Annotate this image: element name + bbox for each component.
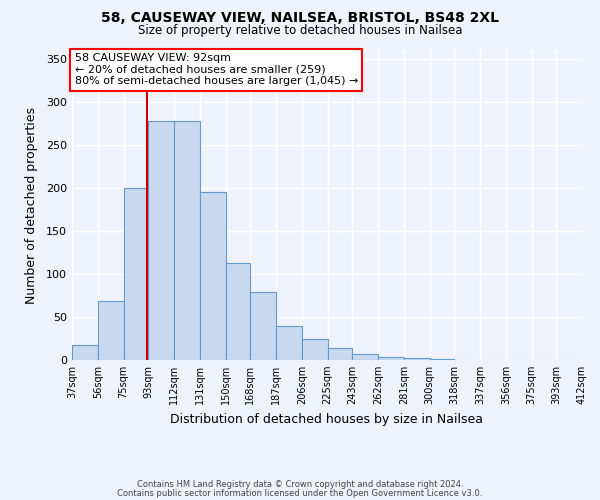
Y-axis label: Number of detached properties: Number of detached properties [25,106,38,304]
Bar [378,356,404,360]
Bar [98,302,124,360]
Bar [72,344,98,360]
Bar [250,292,276,360]
Bar [124,188,148,360]
Bar [148,120,174,360]
Text: Size of property relative to detached houses in Nailsea: Size of property relative to detached ho… [138,24,462,37]
Bar [200,192,226,360]
Bar [174,120,200,360]
Bar [404,358,430,360]
Bar [430,359,454,360]
Text: 58 CAUSEWAY VIEW: 92sqm
← 20% of detached houses are smaller (259)
80% of semi-d: 58 CAUSEWAY VIEW: 92sqm ← 20% of detache… [74,53,358,86]
Text: Contains HM Land Registry data © Crown copyright and database right 2024.: Contains HM Land Registry data © Crown c… [137,480,463,489]
Bar [302,340,328,360]
Bar [328,348,352,360]
Bar [276,326,302,360]
Bar [352,354,378,360]
X-axis label: Distribution of detached houses by size in Nailsea: Distribution of detached houses by size … [170,412,484,426]
Bar [226,262,250,360]
Text: 58, CAUSEWAY VIEW, NAILSEA, BRISTOL, BS48 2XL: 58, CAUSEWAY VIEW, NAILSEA, BRISTOL, BS4… [101,11,499,25]
Text: Contains public sector information licensed under the Open Government Licence v3: Contains public sector information licen… [118,488,482,498]
